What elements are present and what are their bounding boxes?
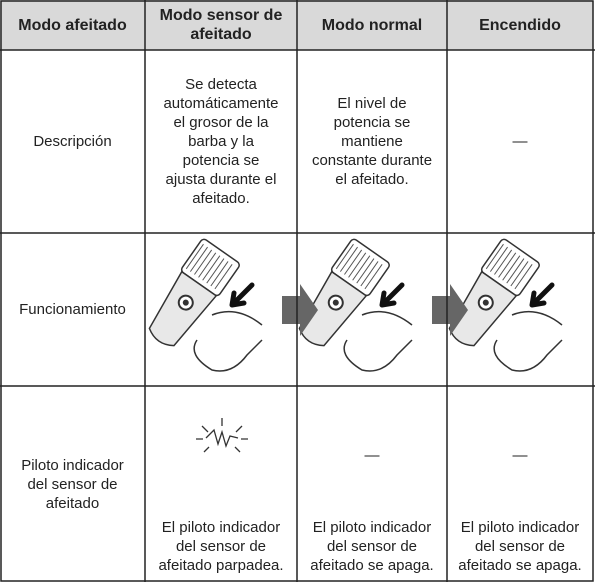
text-line: ajusta durante el <box>165 171 277 188</box>
row-label: Descripción <box>0 50 145 233</box>
cell: El piloto indicador del sensor de afeitado… <box>447 510 593 582</box>
text-line: Descripción <box>33 133 112 150</box>
arrow <box>432 284 468 336</box>
text-line: del sensor de <box>27 475 118 493</box>
cell: El piloto indicador del sensor de afeitado… <box>297 510 447 582</box>
text-line: El piloto indicador <box>312 518 432 536</box>
text-line: — <box>512 446 528 464</box>
row-label: Funcionamiento <box>0 233 145 386</box>
text-line: constante durante <box>311 152 433 169</box>
text-line: El piloto indicador <box>161 518 281 536</box>
text-line: del sensor de <box>175 537 267 555</box>
text-line: El nivel de <box>337 95 407 112</box>
text-line: del sensor de <box>326 537 418 555</box>
text-line: mantiene <box>341 133 403 150</box>
shaver-illustration <box>140 238 262 371</box>
cell: — <box>447 50 593 233</box>
text-line: el grosor de la <box>173 114 269 131</box>
text-line: Modo normal <box>321 16 423 34</box>
text-line: Piloto indicador <box>21 456 124 474</box>
text-line: Funcionamiento <box>19 301 126 318</box>
text-line: El piloto indicador <box>460 518 580 536</box>
text-line: del sensor de <box>474 537 566 555</box>
text-line: afeitado <box>45 494 100 512</box>
text-line: potencia se <box>333 114 411 131</box>
text-line: afeitado. <box>192 190 250 207</box>
text-line: barba y la <box>188 133 254 150</box>
text-line: — <box>512 133 528 150</box>
text-line: afeitado se apaga. <box>310 556 434 574</box>
text-line: Se detecta <box>185 76 257 93</box>
text-line: Modo sensor de <box>159 7 283 24</box>
header-cell: Modo sensor de afeitado <box>145 0 297 50</box>
text-line: Modo afeitado <box>18 16 127 34</box>
row-label: Piloto indicador del sensor de afeitado <box>0 386 145 582</box>
text-line: Encendido <box>479 16 561 34</box>
text-line: el afeitado. <box>335 171 409 188</box>
text-line: — <box>364 446 380 464</box>
cell: El nivel de potencia se mantiene constante … <box>297 50 447 233</box>
header-cell: Modo normal <box>297 0 447 50</box>
dash: — <box>447 435 593 475</box>
text-line: afeitado se apaga. <box>458 556 582 574</box>
text-line: afeitado <box>190 26 252 43</box>
dash: — <box>297 435 447 475</box>
arrow <box>282 284 318 336</box>
text-line: potencia se <box>182 152 260 169</box>
text-line: afeitado parpadea. <box>158 556 284 574</box>
cell: El piloto indicador del sensor de afeitado… <box>145 510 297 582</box>
indicator-icon <box>196 418 248 453</box>
header-cell: Encendido <box>447 0 593 50</box>
cell: Se detecta automáticamente el grosor de la… <box>145 50 297 233</box>
header-cell: Modo afeitado <box>0 0 145 50</box>
text-line: automáticamente <box>163 95 279 112</box>
